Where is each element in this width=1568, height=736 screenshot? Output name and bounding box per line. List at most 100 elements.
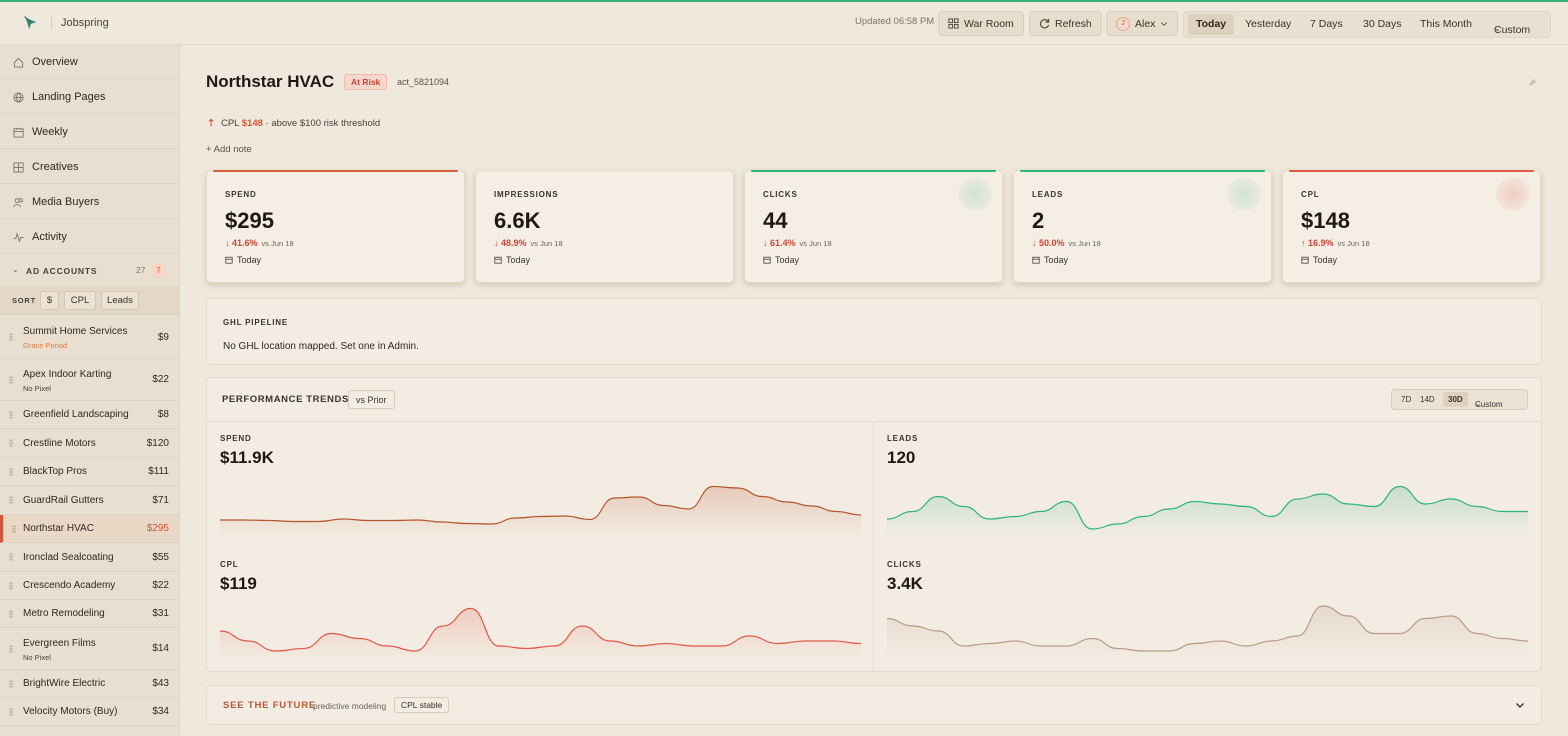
- chevron-down-icon: ⌄: [1475, 401, 1481, 408]
- list-item[interactable]: BlackTop Pros $111: [0, 458, 179, 486]
- kpi-change: ↓ 50.0% vs Jun 18: [1032, 238, 1101, 248]
- user-menu-button[interactable]: J Alex: [1106, 11, 1179, 36]
- range-30-days[interactable]: 30 Days: [1363, 18, 1402, 30]
- sort-cpl-button[interactable]: CPL: [64, 291, 96, 310]
- sidebar-item-media-buyers[interactable]: Media Buyers: [0, 185, 179, 219]
- kpi-accent-bar: [1020, 170, 1265, 172]
- drag-handle-icon[interactable]: [9, 467, 13, 476]
- drag-handle-icon[interactable]: [9, 333, 13, 341]
- sidebar-item-creatives[interactable]: Creatives: [0, 150, 179, 184]
- brand-divider: [51, 16, 52, 30]
- chevron-down-icon[interactable]: [1514, 699, 1526, 711]
- drag-handle-icon[interactable]: [12, 524, 16, 533]
- kpi-period-label: Today: [1313, 255, 1338, 265]
- kpi-change: ↓ 41.6% vs Jun 18: [225, 238, 294, 248]
- kpi-card-clicks[interactable]: CLICKS 44 ↓ 61.4% vs Jun 18 Today: [744, 170, 1003, 283]
- drag-handle-icon[interactable]: [9, 553, 13, 561]
- range-7-days[interactable]: 7 Days: [1310, 18, 1343, 30]
- kpi-card-leads[interactable]: LEADS 2 ↓ 50.0% vs Jun 18 Today: [1013, 170, 1272, 283]
- trend-range-custom-label: Custom: [1475, 400, 1503, 409]
- users-icon: [13, 198, 23, 208]
- drag-handle-icon[interactable]: [9, 707, 13, 716]
- sparkline-area: [887, 486, 1528, 538]
- logo-icon[interactable]: [22, 14, 40, 32]
- ad-accounts-alert-badge: 7: [151, 263, 166, 278]
- range-yesterday[interactable]: Yesterday: [1245, 18, 1292, 30]
- list-item[interactable]: Apex Indoor Karting No Pixel $22: [0, 359, 179, 401]
- trend-range-30d[interactable]: 30D: [1443, 392, 1468, 407]
- list-item[interactable]: Velocity Motors (Buy) $34: [0, 698, 179, 726]
- kpi-change-value: ↓ 50.0%: [1032, 238, 1065, 248]
- account-spend: $14: [152, 643, 169, 654]
- list-item[interactable]: Greenfield Landscaping $8: [0, 401, 179, 429]
- drag-handle-icon[interactable]: [9, 439, 13, 447]
- kpi-period: Today: [225, 255, 261, 265]
- trend-range-14d[interactable]: 14D: [1420, 395, 1435, 404]
- kpi-label: LEADS: [1032, 190, 1064, 199]
- pin-icon[interactable]: [1527, 78, 1537, 88]
- kpi-card-cpl[interactable]: CPL $148 ↑ 16.9% vs Jun 18 Today: [1282, 170, 1541, 283]
- sidebar-item-label: Landing Pages: [32, 91, 106, 103]
- list-item[interactable]: Metro Remodeling $31: [0, 600, 179, 628]
- refresh-button[interactable]: Refresh: [1029, 11, 1102, 36]
- list-item[interactable]: Evergreen Films No Pixel $14: [0, 628, 179, 670]
- globe-icon: [13, 92, 24, 103]
- ghl-pipeline-card: GHL PIPELINE No GHL location mapped. Set…: [206, 298, 1542, 365]
- list-item[interactable]: Crestline Motors $120: [0, 429, 179, 458]
- drag-handle-icon[interactable]: [9, 609, 13, 618]
- refresh-label: Refresh: [1055, 17, 1092, 30]
- kpi-period-label: Today: [1044, 255, 1069, 265]
- drag-handle-icon[interactable]: [9, 644, 13, 653]
- kpi-change: ↓ 61.4% vs Jun 18: [763, 238, 832, 248]
- drag-handle-icon[interactable]: [9, 496, 13, 504]
- chevron-down-icon: ⌄: [1494, 24, 1501, 33]
- war-room-button[interactable]: War Room: [938, 11, 1024, 36]
- sidebar-item-label: Overview: [32, 56, 78, 68]
- list-item[interactable]: GuardRail Gutters $71: [0, 486, 179, 515]
- sidebar-item-label: Media Buyers: [32, 196, 100, 208]
- top-header: Jobspring Updated 06:58 PM War Room Refr…: [0, 2, 1568, 45]
- pipeline-title: GHL PIPELINE: [223, 318, 289, 327]
- range-this-month[interactable]: This Month: [1420, 18, 1472, 30]
- drag-handle-icon[interactable]: [9, 410, 13, 419]
- account-name: Metro Remodeling: [23, 608, 105, 619]
- kpi-value: 44: [763, 208, 788, 233]
- sidebar-item-overview[interactable]: Overview: [0, 45, 179, 79]
- list-item[interactable]: Crescendo Academy $22: [0, 572, 179, 600]
- pipeline-message: No GHL location mapped. Set one in Admin…: [223, 341, 419, 352]
- kpi-change: ↑ 16.9% vs Jun 18: [1301, 238, 1370, 248]
- sidebar-item-weekly[interactable]: Weekly: [0, 115, 179, 149]
- sidebar-item-landing-pages[interactable]: Landing Pages: [0, 80, 179, 114]
- trend-range-7d[interactable]: 7D: [1401, 395, 1412, 404]
- drag-handle-icon[interactable]: [9, 581, 13, 590]
- kpi-card-spend[interactable]: SPEND $295 ↓ 41.6% vs Jun 18 Today: [206, 170, 465, 283]
- status-badge: At Risk: [344, 74, 388, 90]
- chevron-down-icon: [1161, 21, 1168, 26]
- range-today[interactable]: Today: [1188, 14, 1235, 35]
- account-id: act_5821094: [397, 77, 450, 87]
- account-name: Greenfield Landscaping: [23, 409, 129, 420]
- add-note-button[interactable]: + Add note: [206, 144, 252, 155]
- ad-accounts-header[interactable]: ⌄ AD ACCOUNTS 27 7: [0, 259, 179, 283]
- account-spend: $43: [152, 678, 169, 689]
- sidebar-item-activity[interactable]: Activity: [0, 220, 179, 254]
- sort-leads-button[interactable]: Leads: [101, 291, 139, 310]
- sparkline-clicks: [887, 605, 1528, 660]
- pulse-icon: [13, 232, 24, 243]
- account-name: Ironclad Sealcoating: [23, 552, 114, 563]
- drag-handle-icon[interactable]: [9, 679, 13, 688]
- alert-metric: CPL: [220, 118, 240, 129]
- sidebar-item-label: Activity: [32, 231, 67, 243]
- drag-handle-icon[interactable]: [9, 375, 13, 384]
- see-the-future-card[interactable]: SEE THE FUTURE predictive modeling CPL s…: [206, 685, 1542, 725]
- list-item[interactable]: BrightWire Electric $43: [0, 670, 179, 698]
- trend-label: SPEND: [220, 434, 252, 443]
- list-item[interactable]: Ironclad Sealcoating $55: [0, 543, 179, 572]
- kpi-card-impressions[interactable]: IMPRESSIONS 6.6K ↓ 48.9% vs Jun 18 Today: [475, 170, 734, 283]
- account-name: Crestline Motors: [23, 438, 96, 449]
- list-item[interactable]: Summit Home Services Grace Period $9: [0, 316, 179, 359]
- sort-spend-button[interactable]: $: [40, 291, 59, 310]
- vs-prior-toggle[interactable]: vs Prior: [348, 390, 395, 409]
- sparkline-line: [887, 485, 1528, 530]
- list-item[interactable]: Northstar HVAC $295: [0, 515, 179, 543]
